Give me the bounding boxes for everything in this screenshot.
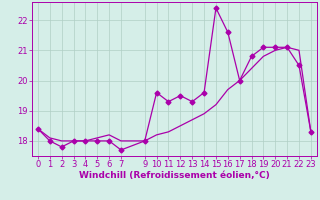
X-axis label: Windchill (Refroidissement éolien,°C): Windchill (Refroidissement éolien,°C) — [79, 171, 270, 180]
